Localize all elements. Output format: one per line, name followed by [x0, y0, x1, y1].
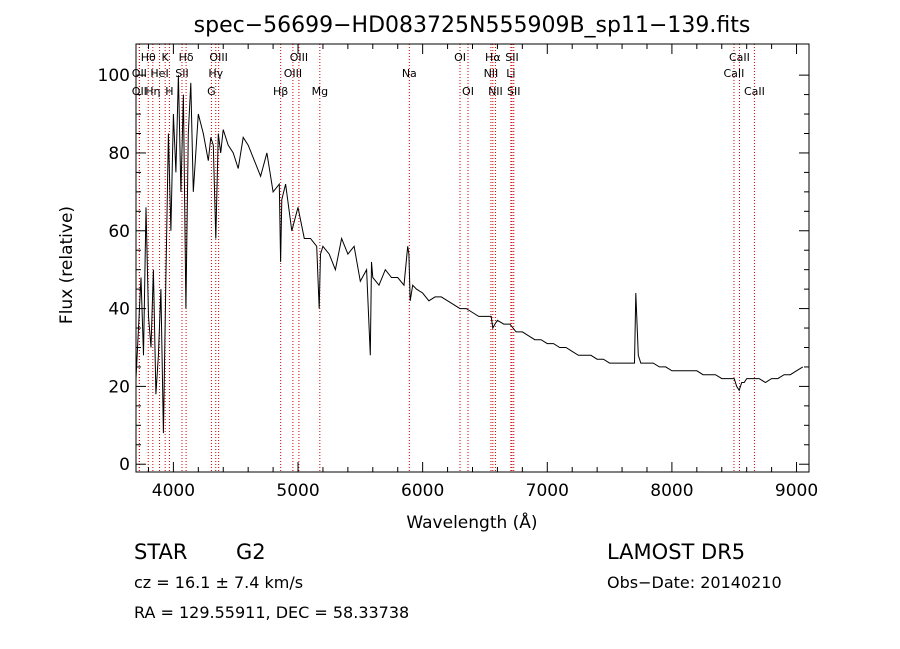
marker-label-7: SII [505, 51, 518, 64]
marker-label-27: CaII [744, 85, 765, 98]
marker-label-2: Hδ [179, 51, 194, 64]
marker-label-13: OIII [284, 67, 302, 80]
y-tick-label: 80 [108, 144, 130, 164]
y-axis-label: Flux (relative) [57, 206, 77, 324]
marker-label-3: OIII [209, 51, 227, 64]
marker-label-9: OII [132, 67, 147, 80]
object-subclass: G2 [236, 540, 266, 564]
marker-label-10: HeI [150, 67, 168, 80]
x-tick-label: 4000 [152, 481, 195, 501]
marker-label-20: H [165, 85, 173, 98]
marker-label-0: Hθ [141, 51, 156, 64]
x-axis-ticks: 4000 5000 6000 7000 8000 9000 [147, 44, 818, 501]
emission-line-labels: Hθ K Hδ OIII OIII OI Hα SII CaII OII HeI SII Hγ OIII N… [132, 51, 765, 98]
marker-label-25: NII [488, 85, 503, 98]
marker-label-6: Hα [485, 51, 501, 64]
y-tick-label: 60 [108, 222, 130, 242]
object-class: STAR [134, 540, 188, 564]
marker-label-22: Hβ [273, 85, 288, 98]
marker-label-26: SII [507, 85, 520, 98]
marker-label-15: NII [484, 67, 499, 80]
x-tick-label: 7000 [526, 481, 569, 501]
marker-label-21: G [207, 85, 216, 98]
x-axis-label: Wavelength (Å) [406, 511, 537, 533]
marker-label-5: OI [454, 51, 466, 64]
plot-frame [135, 43, 810, 473]
marker-label-14: Na [402, 67, 417, 80]
y-tick-label: 0 [119, 455, 130, 475]
marker-label-4: OIII [290, 51, 308, 64]
marker-label-1: K [162, 51, 170, 64]
emission-line-markers [138, 44, 755, 472]
survey-name: LAMOST DR5 [607, 540, 746, 564]
y-tick-label: 100 [98, 66, 130, 86]
y-tick-label: 20 [108, 377, 130, 397]
marker-label-23: Mg [312, 85, 328, 98]
spectrum-line [135, 75, 804, 434]
marker-label-11: SII [175, 67, 188, 80]
chart-title: spec−56699−HD083725N555909B_sp11−139.fit… [194, 13, 751, 38]
marker-label-17: CaII [724, 67, 745, 80]
observation-date: Obs−Date: 20140210 [607, 573, 782, 592]
marker-label-24: OI [462, 85, 474, 98]
x-tick-label: 5000 [276, 481, 319, 501]
marker-label-16: Li [506, 67, 515, 80]
coordinates: RA = 129.55911, DEC = 58.33738 [134, 603, 410, 622]
x-tick-label: 8000 [650, 481, 693, 501]
x-tick-label: 9000 [775, 481, 818, 501]
marker-label-19: Hη [145, 85, 160, 98]
marker-label-8: CaII [729, 51, 750, 64]
x-tick-label: 6000 [401, 481, 444, 501]
y-tick-label: 40 [108, 300, 130, 320]
y-axis-ticks: 0 20 40 60 80 100 [98, 66, 809, 475]
redshift-cz: cz = 16.1 ± 7.4 km/s [134, 573, 304, 592]
marker-label-12: Hγ [208, 67, 223, 80]
